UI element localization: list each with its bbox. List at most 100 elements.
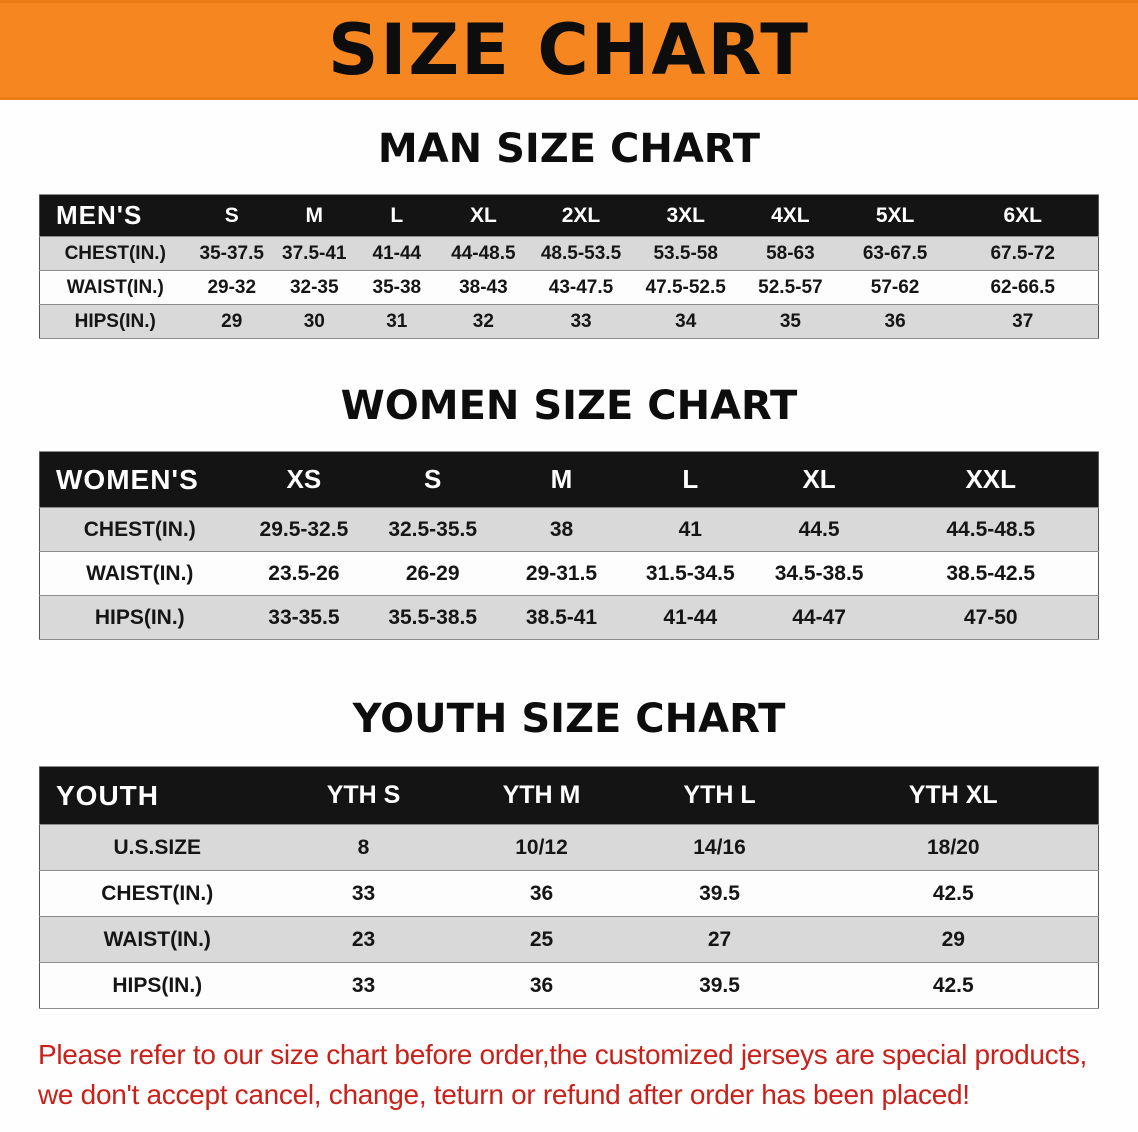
row-label: HIPS(IN.) — [39, 595, 240, 640]
size-value-cell: 35.5-38.5 — [368, 595, 498, 640]
size-value-cell: 47.5-52.5 — [633, 270, 739, 305]
size-column-header: XL — [438, 194, 529, 237]
size-value-cell: 18/20 — [808, 824, 1099, 871]
size-column-header: S — [190, 194, 274, 237]
size-value-cell: 34.5-38.5 — [754, 551, 884, 596]
size-value-cell: 8 — [274, 824, 453, 871]
size-column-header: M — [497, 451, 626, 508]
size-value-cell: 26-29 — [368, 551, 498, 596]
size-value-cell: 41 — [625, 507, 755, 552]
size-value-cell: 38 — [497, 507, 626, 552]
row-label: HIPS(IN.) — [39, 962, 275, 1009]
disclaimer: Please refer to our size chart before or… — [0, 1035, 1138, 1115]
size-column-header: YTH L — [630, 766, 809, 825]
size-value-cell: 35-38 — [355, 270, 439, 305]
table-corner-label: YOUTH — [39, 766, 275, 825]
table-corner-label: MEN'S — [39, 194, 191, 237]
size-column-header: XL — [754, 451, 884, 508]
size-value-cell: 33 — [274, 870, 453, 917]
size-value-cell: 43-47.5 — [528, 270, 634, 305]
table-row: U.S.SIZE 8 10/12 14/16 18/20 — [39, 824, 1099, 871]
size-value-cell: 31 — [355, 304, 439, 339]
size-value-cell: 32.5-35.5 — [368, 507, 498, 552]
table-row: HIPS(IN.) 33 36 39.5 42.5 — [39, 962, 1099, 1009]
men-size-section: MAN SIZE CHART MEN'S S M L XL 2XL 3XL 4XL 5XL 6XL… — [0, 124, 1138, 339]
row-label: WAIST(IN.) — [39, 916, 275, 963]
size-value-cell: 27 — [630, 916, 809, 963]
size-value-cell: 36 — [452, 962, 631, 1009]
table-row: CHEST(IN.) 35-37.5 37.5-41 41-44 44-48.5 48.5… — [39, 236, 1099, 271]
size-value-cell: 31.5-34.5 — [625, 551, 755, 596]
size-column-header: 3XL — [633, 194, 739, 237]
size-value-cell: 38-43 — [438, 270, 529, 305]
size-value-cell: 38.5-42.5 — [883, 551, 1099, 596]
size-column-header: XXL — [883, 451, 1099, 508]
size-value-cell: 37.5-41 — [273, 236, 356, 271]
table-row: HIPS(IN.) 33-35.5 35.5-38.5 38.5-41 41-44 44-… — [39, 595, 1099, 640]
women-section-title: WOMEN SIZE CHART — [340, 383, 798, 429]
size-value-cell: 44-48.5 — [438, 236, 529, 271]
size-value-cell: 33-35.5 — [239, 595, 369, 640]
table-row: WAIST(IN.) 23.5-26 26-29 29-31.5 31.5-34.5 34… — [39, 551, 1099, 596]
size-value-cell: 23.5-26 — [239, 551, 369, 596]
disclaimer-line-1: Please refer to our size chart before or… — [38, 1039, 1088, 1070]
size-value-cell: 32-35 — [273, 270, 356, 305]
row-label: U.S.SIZE — [39, 824, 275, 871]
size-value-cell: 53.5-58 — [633, 236, 739, 271]
row-label: CHEST(IN.) — [39, 236, 191, 271]
size-value-cell: 44.5 — [754, 507, 884, 552]
size-value-cell: 52.5-57 — [738, 270, 843, 305]
size-value-cell: 25 — [452, 916, 631, 963]
size-column-header: L — [355, 194, 439, 237]
table-row: HIPS(IN.) 29 30 31 32 33 34 35 36 37 — [39, 304, 1099, 339]
youth-size-section: YOUTH SIZE CHART YOUTH YTH S YTH M YTH L YTH… — [0, 694, 1138, 1009]
table-row: CHEST(IN.) 33 36 39.5 42.5 — [39, 870, 1099, 917]
size-column-header: YTH S — [274, 766, 453, 825]
size-value-cell: 10/12 — [452, 824, 631, 871]
size-value-cell: 33 — [528, 304, 634, 339]
size-column-header: S — [368, 451, 498, 508]
size-value-cell: 57-62 — [842, 270, 948, 305]
row-label: WAIST(IN.) — [39, 551, 240, 596]
women-size-section: WOMEN SIZE CHART WOMEN'S XS S M L XL XXL CHEST(… — [0, 381, 1138, 640]
size-value-cell: 37 — [947, 304, 1099, 339]
size-value-cell: 34 — [633, 304, 739, 339]
size-column-header: L — [625, 451, 755, 508]
size-value-cell: 35 — [738, 304, 843, 339]
size-value-cell: 48.5-53.5 — [528, 236, 634, 271]
table-header-row: YOUTH YTH S YTH M YTH L YTH XL — [39, 766, 1099, 825]
size-value-cell: 29.5-32.5 — [239, 507, 369, 552]
page-title: SIZE CHART — [327, 9, 811, 91]
size-value-cell: 36 — [452, 870, 631, 917]
size-value-cell: 14/16 — [630, 824, 809, 871]
disclaimer-line-2: we don't accept cancel, change, teturn o… — [38, 1079, 970, 1110]
size-value-cell: 29 — [190, 304, 274, 339]
size-column-header: M — [273, 194, 356, 237]
size-value-cell: 36 — [842, 304, 948, 339]
table-header-row: WOMEN'S XS S M L XL XXL — [39, 451, 1099, 508]
table-corner-label: WOMEN'S — [39, 451, 240, 508]
size-value-cell: 63-67.5 — [842, 236, 948, 271]
size-value-cell: 39.5 — [630, 962, 809, 1009]
row-label: CHEST(IN.) — [39, 507, 240, 552]
size-column-header: XS — [239, 451, 369, 508]
table-row: WAIST(IN.) 29-32 32-35 35-38 38-43 43-47.5 47.… — [39, 270, 1099, 305]
size-value-cell: 29-31.5 — [497, 551, 626, 596]
youth-section-title: YOUTH SIZE CHART — [352, 696, 786, 742]
size-value-cell: 32 — [438, 304, 529, 339]
size-value-cell: 35-37.5 — [190, 236, 274, 271]
size-column-header: 4XL — [738, 194, 843, 237]
size-column-header: 5XL — [842, 194, 948, 237]
size-column-header: YTH XL — [808, 766, 1099, 825]
row-label: CHEST(IN.) — [39, 870, 275, 917]
size-value-cell: 58-63 — [738, 236, 843, 271]
size-value-cell: 67.5-72 — [947, 236, 1099, 271]
size-value-cell: 30 — [273, 304, 356, 339]
banner: SIZE CHART — [0, 0, 1138, 100]
size-value-cell: 39.5 — [630, 870, 809, 917]
size-value-cell: 62-66.5 — [947, 270, 1099, 305]
size-value-cell: 42.5 — [808, 870, 1099, 917]
women-size-table: WOMEN'S XS S M L XL XXL CHEST(IN.) 29.5-32.5 32.5… — [39, 451, 1099, 640]
size-value-cell: 29-32 — [190, 270, 274, 305]
